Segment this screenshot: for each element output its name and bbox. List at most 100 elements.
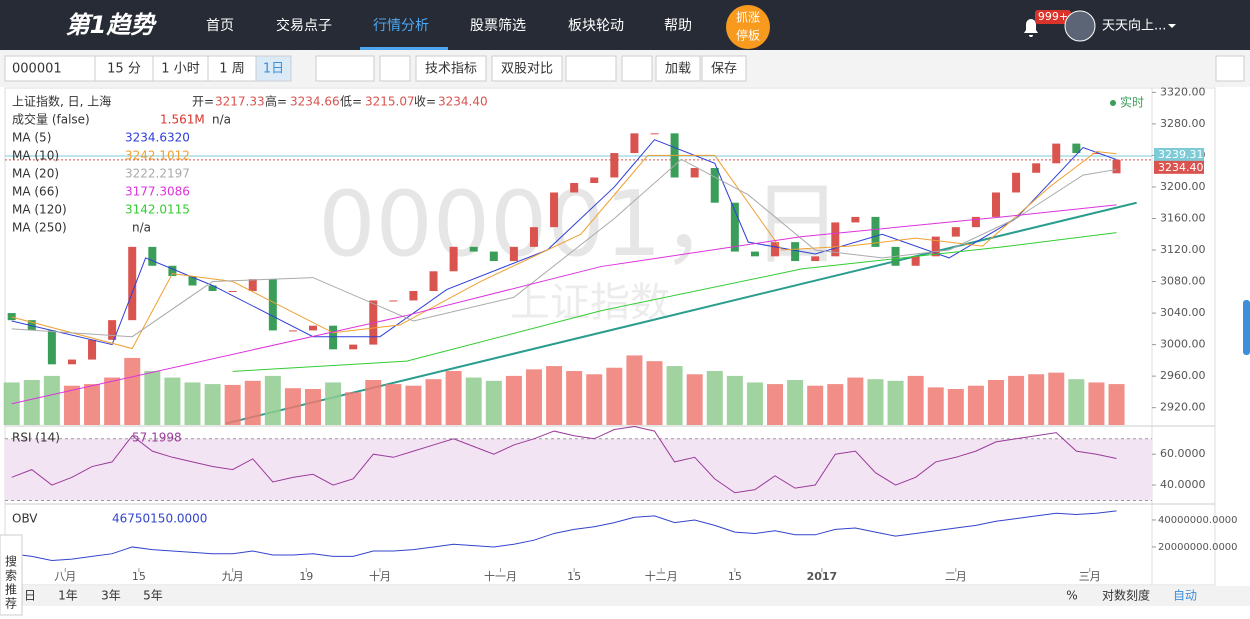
snapshot[interactable] (1215, 55, 1245, 82)
candle (911, 256, 920, 266)
candle (550, 192, 559, 228)
x-tick-label: 19 (299, 570, 313, 583)
ma-label: MA (10) (12, 149, 59, 163)
candle (951, 227, 960, 237)
volume-bar (767, 384, 784, 425)
info-value: 3234.40 (438, 95, 488, 109)
ma-label: MA (120) (12, 203, 67, 217)
nav-item[interactable]: 首页 (206, 18, 234, 34)
nav-item[interactable]: 板块轮动 (568, 18, 624, 34)
ma-label: MA (5) (12, 131, 51, 145)
candle (971, 216, 980, 228)
candle (349, 344, 358, 350)
promo-badge[interactable] (726, 5, 770, 49)
side-char: 搜 (5, 554, 17, 569)
tool-button[interactable] (655, 55, 701, 82)
candle (1032, 163, 1041, 173)
tool-label[interactable]: 保存 (711, 62, 737, 77)
range-button[interactable]: 1年 (58, 589, 78, 603)
nav-item[interactable]: 交易点子 (276, 17, 332, 34)
period-label[interactable]: 15 分 (107, 62, 141, 77)
logo[interactable]: 第1趋势 (66, 11, 158, 39)
promo[interactable]: 抓涨 (736, 10, 760, 25)
volume-bar (345, 392, 362, 425)
candle (991, 192, 1000, 217)
range-button[interactable]: 3年 (101, 589, 121, 603)
footer-button[interactable]: 对数刻度 (1102, 588, 1150, 603)
ma-line (11, 204, 1117, 405)
candle (389, 300, 398, 302)
tool-label[interactable]: 加载 (665, 62, 691, 77)
volume-bar (325, 382, 342, 425)
tool-button[interactable] (491, 55, 563, 82)
price-tag-label: 3234.40 (1158, 161, 1204, 174)
settings[interactable] (379, 55, 411, 82)
volume-bar (1048, 372, 1065, 425)
candle (750, 251, 759, 257)
volume-bar (43, 375, 60, 425)
volume-bar (244, 380, 261, 425)
volume-bar (827, 384, 844, 425)
candle (529, 227, 538, 247)
side-panel[interactable] (0, 534, 23, 616)
info-label: 收= (414, 95, 436, 109)
x-tick-label: 2017 (807, 570, 838, 583)
chart-type[interactable] (315, 55, 375, 82)
side-char: 荐 (5, 597, 17, 611)
volume-bar (586, 374, 603, 425)
footer-button[interactable]: % (1066, 589, 1077, 603)
volume-bar (1008, 375, 1025, 425)
period-label[interactable]: 1日 (263, 62, 284, 77)
footer-button[interactable]: 自动 (1173, 589, 1197, 603)
candle (570, 183, 579, 193)
y-tick-label: 40000000.0000 (1158, 515, 1238, 526)
symbol[interactable]: 000001 (12, 62, 62, 77)
avatar[interactable] (1064, 10, 1096, 42)
volume-bar (706, 371, 723, 425)
period-label[interactable]: 1 周 (219, 62, 244, 77)
undo-redo[interactable] (565, 55, 617, 82)
y-tick-label: 60.0000 (1160, 447, 1206, 460)
tool-button[interactable] (701, 55, 747, 82)
volume-bar (967, 385, 984, 425)
x-tick-label: 十月 (369, 569, 391, 583)
volume-bar (746, 382, 763, 425)
bottom-bar (0, 586, 1250, 606)
realtime[interactable]: 实时 (1120, 95, 1144, 110)
candle (871, 216, 880, 247)
volume-bar (1108, 384, 1125, 425)
user-name[interactable]: 天天向上... (1102, 18, 1166, 34)
bell[interactable] (1024, 19, 1038, 37)
volume-bar (666, 366, 683, 425)
tool-button[interactable] (415, 55, 487, 82)
side-tab[interactable] (1243, 300, 1250, 355)
volume-bar (807, 385, 824, 425)
range-button[interactable]: 日 (24, 589, 36, 603)
nav-item[interactable]: 帮助 (664, 18, 692, 34)
x-tick-label: 15 (132, 570, 146, 583)
promo[interactable]: 停板 (736, 28, 760, 43)
candle (288, 330, 297, 332)
nav-item[interactable]: 行情分析 (373, 18, 429, 34)
range-button[interactable]: 5年 (143, 589, 163, 603)
volume-bar (887, 380, 904, 425)
fullscreen[interactable] (621, 55, 653, 82)
tool-label[interactable]: 双股对比 (501, 62, 553, 77)
volume-bar (63, 385, 80, 425)
candle (309, 325, 318, 331)
rsi-value: 57.1998 (132, 431, 182, 445)
tool-label[interactable]: 技术指标 (425, 62, 477, 77)
ma-line (11, 150, 1117, 350)
volume-bar (927, 387, 944, 425)
x-tick-label: 三月 (1079, 570, 1101, 583)
volume-extra: n/a (212, 113, 231, 127)
period-button[interactable] (152, 55, 209, 82)
volume-bar (505, 375, 522, 425)
candle (128, 246, 137, 321)
ma-label: MA (250) (12, 221, 67, 235)
candle (248, 279, 257, 291)
volume-bar (3, 382, 20, 425)
nav-item[interactable]: 股票筛选 (470, 18, 526, 34)
period-button[interactable] (255, 55, 292, 82)
period-label[interactable]: 1 小时 (161, 62, 199, 77)
